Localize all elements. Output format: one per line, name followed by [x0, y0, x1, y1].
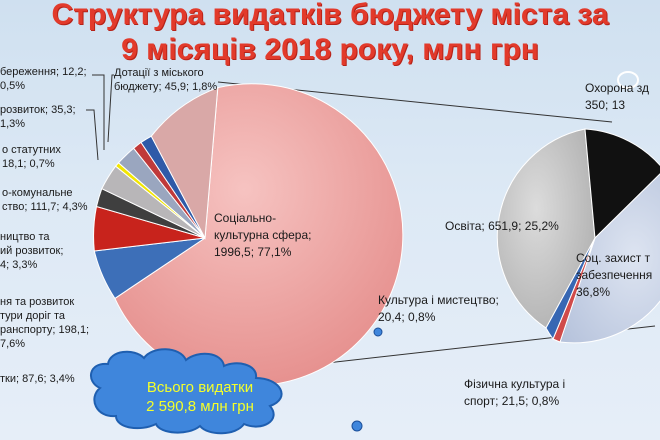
label-social-culture: Соціально- культурна сфера; 1996,5; 77,1… [214, 211, 312, 259]
label-other: тки; 87,6; 3,4% [0, 373, 75, 385]
label-reserve: береження; 12,2; 0,5% [0, 66, 87, 92]
total-cloud [90, 348, 283, 435]
label-sport: Фізична культура і спорт; 21,5; 0,8% [464, 377, 566, 408]
slice-sport [545, 237, 596, 341]
label-construction: ництво та ий розвиток; 4; 3,3% [0, 231, 64, 271]
label-social-protection: Соц. захист т забезпечення 36,8% [576, 251, 653, 299]
label-education: Освіта; 651,9; 25,2% [445, 219, 559, 233]
title-line-2: 9 місяців 2018 року, млн грн [121, 33, 539, 66]
label-culture: Культура і мистецтво; 20,4; 0,8% [378, 293, 499, 324]
slice-social-culture-gap [150, 86, 219, 240]
secondary-pie [496, 128, 660, 344]
label-housing: о-комунальне ство; 111,7; 4,3% [2, 187, 88, 213]
label-subsidies: Дотації з міського бюджету; 45,9; 1,8% [114, 67, 218, 93]
bubble-small-bottom [351, 420, 363, 432]
label-transport: ня та розвиток тури доріг та ранспорту; … [0, 296, 90, 350]
leader-lines [86, 74, 114, 161]
title-line-1: Структура видатків бюджету міста за [51, 0, 609, 31]
slice-education [496, 128, 596, 329]
total-expenses: Всього видатки 2 590,8 млн грн [146, 379, 254, 415]
label-oblig: о статутних 18,1; 0,7% [2, 144, 61, 170]
main-pie [93, 83, 404, 387]
label-health: Охорона зд 350; 13 [585, 81, 649, 112]
label-economy: розвиток; 35,3; 1,3% [0, 104, 76, 130]
bubble-top-right [617, 71, 639, 89]
slice-health [584, 128, 660, 240]
slice-social-protection [559, 173, 660, 344]
bubble-small-left [373, 327, 383, 337]
